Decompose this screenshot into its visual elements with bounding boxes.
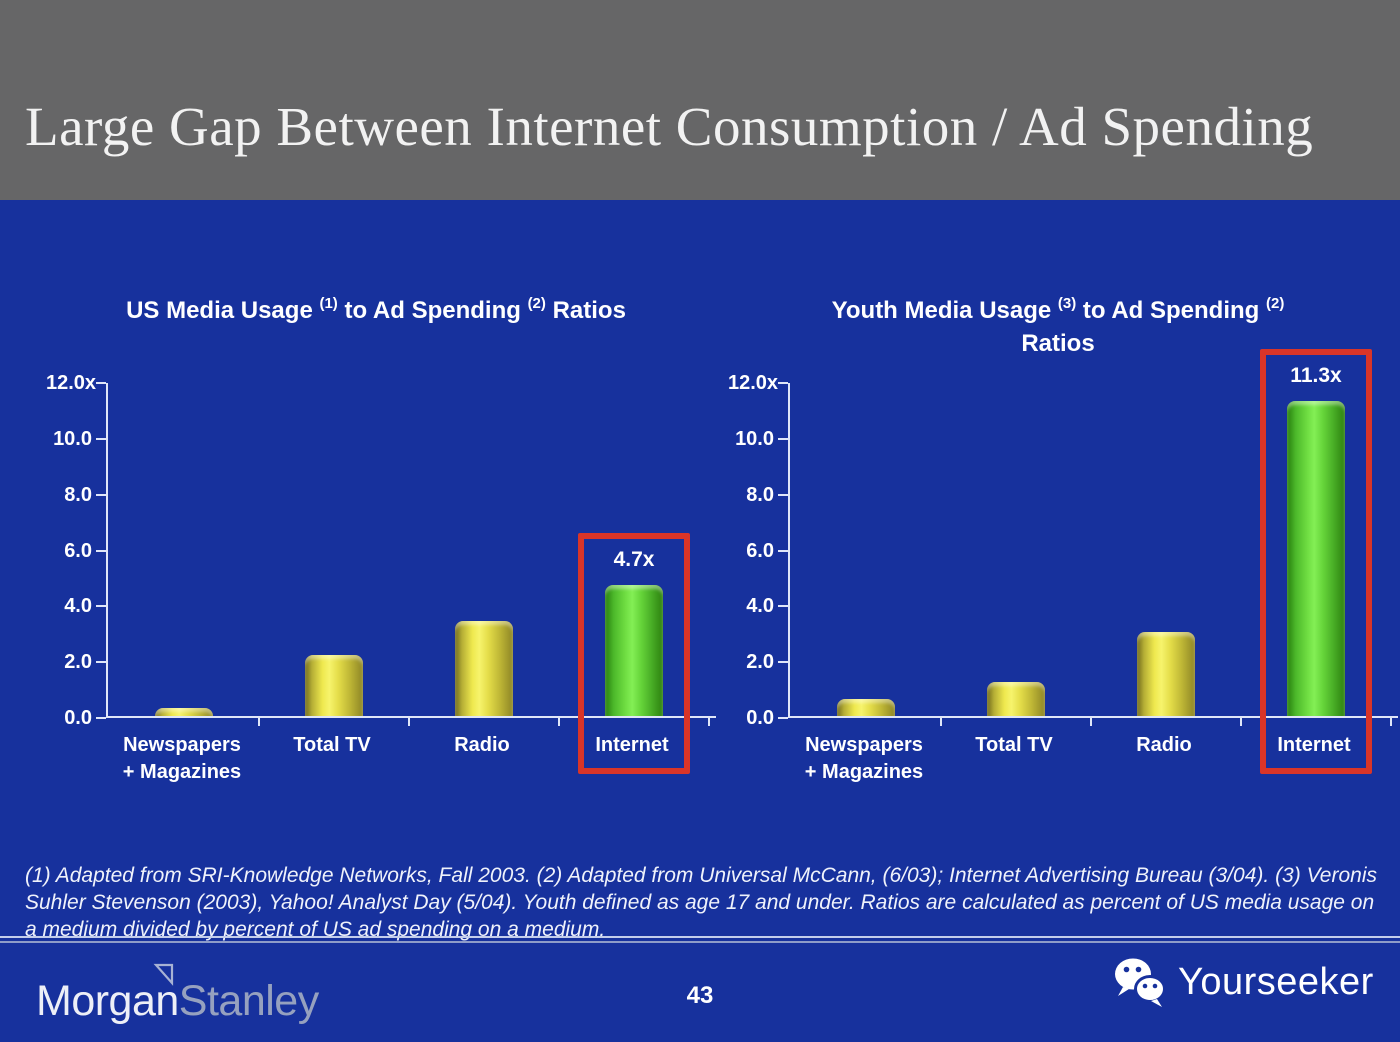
category-label-line: Newspapers bbox=[123, 734, 241, 756]
slide-header: Large Gap Between Internet Consumption /… bbox=[0, 0, 1400, 200]
y-axis-label: 8.0 bbox=[746, 483, 774, 506]
bar-newspapers-magazines bbox=[837, 699, 895, 716]
y-axis-label: 12.0x bbox=[728, 372, 779, 394]
category-label-line: Internet bbox=[1277, 734, 1351, 756]
highlight-box bbox=[578, 533, 690, 774]
category-label-radio: Radio bbox=[402, 732, 562, 759]
chart-title-line: Ratios bbox=[1021, 330, 1095, 357]
category-label-line: Radio bbox=[1136, 734, 1192, 756]
y-axis-label: 8.0 bbox=[64, 483, 92, 506]
chart-title-line: US Media Usage (1) to Ad Spending (2) Ra… bbox=[126, 295, 626, 324]
y-axis-label: 10.0 bbox=[735, 427, 774, 450]
title-superscript: (3) bbox=[1057, 295, 1077, 312]
brand-stanley: Stanley bbox=[178, 977, 319, 1025]
y-axis-tick bbox=[778, 717, 788, 719]
wechat-icon bbox=[1115, 958, 1166, 1007]
highlight-value-label: 4.7x bbox=[613, 548, 655, 571]
bar-radio bbox=[1137, 632, 1195, 716]
y-axis-tick bbox=[96, 717, 106, 719]
y-axis-tick bbox=[96, 382, 106, 384]
highlight-box bbox=[1260, 349, 1372, 774]
footnote: (1) Adapted from SRI-Knowledge Networks,… bbox=[25, 864, 1377, 941]
category-label-internet: Internet bbox=[552, 732, 712, 759]
y-axis-label: 0.0 bbox=[64, 707, 92, 729]
chart-title-line: Youth Media Usage (3) to Ad Spending (2) bbox=[831, 295, 1285, 324]
bar-internet bbox=[1287, 401, 1345, 716]
y-axis-tick bbox=[96, 661, 106, 664]
youth-media-usage-chart: Youth Media Usage (3) to Ad Spending (2)… bbox=[728, 285, 1400, 805]
x-axis-tick bbox=[1090, 718, 1092, 726]
category-label-line: Total TV bbox=[293, 734, 371, 756]
title-superscript: (2) bbox=[527, 295, 546, 312]
y-axis-tick bbox=[778, 605, 788, 608]
morgan-stanley-wordmark: MorganStanley bbox=[36, 978, 319, 1024]
x-axis-tick bbox=[1240, 718, 1242, 726]
y-axis-label: 4.0 bbox=[746, 595, 774, 618]
y-axis-tick bbox=[96, 493, 106, 496]
morgan-stanley-triangle-icon bbox=[153, 963, 174, 986]
bar-radio bbox=[455, 621, 513, 716]
watermark: Yourseeker bbox=[1112, 956, 1374, 1008]
chart-title: Youth Media Usage (3) to Ad Spending (2)… bbox=[728, 288, 1388, 360]
x-axis-tick bbox=[258, 718, 260, 726]
y-axis-tick bbox=[778, 493, 788, 496]
bar-internet bbox=[605, 585, 663, 716]
slide-title: Large Gap Between Internet Consumption /… bbox=[25, 96, 1314, 157]
y-axis-label: 12.0x bbox=[46, 372, 97, 394]
y-axis-label: 6.0 bbox=[64, 539, 92, 562]
category-label-line: Internet bbox=[595, 734, 669, 756]
y-axis-tick bbox=[778, 437, 788, 440]
x-axis-tick bbox=[940, 718, 942, 726]
category-label-line: Total TV bbox=[975, 734, 1053, 756]
y-axis-label: 0.0 bbox=[746, 707, 774, 729]
category-label-total-tv: Total TV bbox=[252, 732, 412, 759]
category-label-newspapers-magazines: Newspapers + Magazines bbox=[784, 732, 944, 786]
y-axis-label: 10.0 bbox=[53, 427, 92, 450]
y-axis-tick bbox=[778, 661, 788, 664]
us-media-usage-chart: US Media Usage (1) to Ad Spending (2) Ra… bbox=[46, 285, 726, 805]
y-axis-tick bbox=[778, 549, 788, 552]
brand-morgan: Morgan bbox=[36, 977, 179, 1025]
footer-divider bbox=[0, 936, 1400, 943]
category-label-internet: Internet bbox=[1234, 732, 1394, 759]
y-axis-label: 2.0 bbox=[64, 651, 92, 674]
y-axis-label: 4.0 bbox=[64, 595, 92, 618]
chart-title: US Media Usage (1) to Ad Spending (2) Ra… bbox=[46, 288, 706, 327]
category-label-newspapers-magazines: Newspapers + Magazines bbox=[102, 732, 262, 786]
y-axis-tick bbox=[96, 605, 106, 608]
category-label-radio: Radio bbox=[1084, 732, 1244, 759]
title-superscript: (2) bbox=[1266, 295, 1285, 312]
bar-total-tv bbox=[987, 682, 1045, 716]
chart-plot: 11.3x bbox=[778, 349, 1398, 774]
x-axis-tick bbox=[408, 718, 410, 726]
y-axis-label: 2.0 bbox=[746, 651, 774, 674]
bar-newspapers-magazines bbox=[155, 708, 213, 716]
title-superscript: (1) bbox=[319, 295, 338, 312]
bar-total-tv bbox=[305, 655, 363, 716]
y-axis-tick bbox=[778, 382, 788, 384]
x-axis-tick bbox=[708, 718, 710, 726]
chart-plot: 4.7x bbox=[96, 382, 716, 774]
highlight-value-label: 11.3x bbox=[1290, 364, 1342, 387]
x-axis-tick bbox=[1390, 718, 1392, 726]
category-label-line: Radio bbox=[454, 734, 510, 756]
y-axis-tick bbox=[96, 549, 106, 552]
category-label-line: + Magazines bbox=[122, 761, 242, 783]
watermark-label: Yourseeker bbox=[1178, 960, 1374, 1003]
x-axis-tick bbox=[558, 718, 560, 726]
category-label-total-tv: Total TV bbox=[934, 732, 1094, 759]
y-axis-tick bbox=[96, 437, 106, 440]
category-label-line: Newspapers bbox=[805, 734, 923, 756]
page-number: 43 bbox=[686, 982, 714, 1009]
category-label-line: + Magazines bbox=[804, 761, 924, 783]
y-axis-label: 6.0 bbox=[746, 539, 774, 562]
